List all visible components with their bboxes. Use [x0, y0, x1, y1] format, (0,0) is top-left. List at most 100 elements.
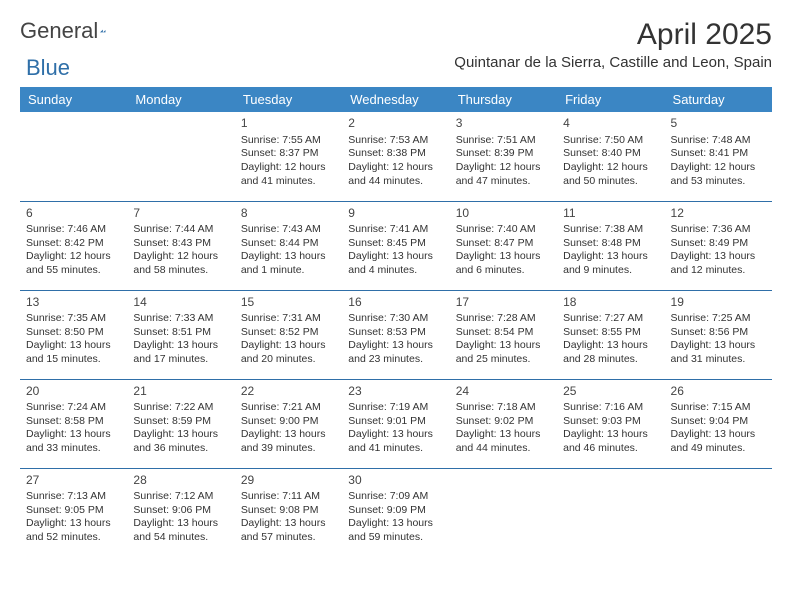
calendar-day-cell: 11Sunrise: 7:38 AMSunset: 8:48 PMDayligh…	[557, 201, 664, 290]
sunset-line: Sunset: 9:01 PM	[348, 415, 443, 429]
sunrise-line: Sunrise: 7:28 AM	[456, 312, 551, 326]
sunrise-line: Sunrise: 7:24 AM	[26, 401, 121, 415]
day-number: 8	[241, 206, 336, 222]
calendar-week-row: 27Sunrise: 7:13 AMSunset: 9:05 PM Dayligh…	[20, 468, 772, 557]
sunrise-line: Sunrise: 7:15 AM	[671, 401, 766, 415]
day-number: 30	[348, 473, 443, 489]
day-number: 19	[671, 295, 766, 311]
sunrise-line: Sunrise: 7:55 AM	[241, 134, 336, 148]
daylight-line: Daylight: 12 hours and 55 minutes.	[26, 250, 121, 277]
sunrise-line: Sunrise: 7:18 AM	[456, 401, 551, 415]
calendar-day-cell: 22Sunrise: 7:21 AMSunset: 9:00 PMDayligh…	[235, 379, 342, 468]
daylight-line: Daylight: 12 hours and 58 minutes.	[133, 250, 228, 277]
calendar-day-cell: 10Sunrise: 7:40 AMSunset: 8:47 PMDayligh…	[450, 201, 557, 290]
day-number: 1	[241, 116, 336, 132]
sunset-line: Sunset: 9:04 PM	[671, 415, 766, 429]
day-number: 20	[26, 384, 121, 400]
day-number: 28	[133, 473, 228, 489]
calendar-day-cell: 14Sunrise: 7:33 AMSunset: 8:51 PMDayligh…	[127, 290, 234, 379]
calendar-day-cell: 19Sunrise: 7:25 AMSunset: 8:56 PMDayligh…	[665, 290, 772, 379]
calendar-day-cell: 7Sunrise: 7:44 AMSunset: 8:43 PMDaylight…	[127, 201, 234, 290]
sunrise-line: Sunrise: 7:48 AM	[671, 134, 766, 148]
sunrise-line: Sunrise: 7:33 AM	[133, 312, 228, 326]
daylight-line: Daylight: 13 hours and 6 minutes.	[456, 250, 551, 277]
calendar-day-cell: 5Sunrise: 7:48 AMSunset: 8:41 PMDaylight…	[665, 112, 772, 201]
sunrise-line: Sunrise: 7:38 AM	[563, 223, 658, 237]
day-header: Saturday	[665, 87, 772, 112]
daylight-line: Daylight: 13 hours and 57 minutes.	[241, 517, 336, 544]
day-header: Thursday	[450, 87, 557, 112]
day-number: 16	[348, 295, 443, 311]
sunset-line: Sunset: 8:54 PM	[456, 326, 551, 340]
sunset-line: Sunset: 8:55 PM	[563, 326, 658, 340]
day-number: 9	[348, 206, 443, 222]
sunset-line: Sunset: 8:56 PM	[671, 326, 766, 340]
sunset-line: Sunset: 8:43 PM	[133, 237, 228, 251]
day-number: 12	[671, 206, 766, 222]
calendar-day-cell: 3Sunrise: 7:51 AMSunset: 8:39 PMDaylight…	[450, 112, 557, 201]
sunset-line: Sunset: 8:42 PM	[26, 237, 121, 251]
calendar-week-row: 13Sunrise: 7:35 AMSunset: 8:50 PMDayligh…	[20, 290, 772, 379]
sunset-line: Sunset: 8:53 PM	[348, 326, 443, 340]
daylight-line: Daylight: 12 hours and 50 minutes.	[563, 161, 658, 188]
calendar-empty-cell	[665, 468, 772, 557]
calendar-day-cell: 30Sunrise: 7:09 AMSunset: 9:09 PMDayligh…	[342, 468, 449, 557]
day-number: 27	[26, 473, 121, 489]
sunset-line: Sunset: 8:38 PM	[348, 147, 443, 161]
sunset-line: Sunset: 9:05 PM	[26, 504, 121, 518]
day-number: 23	[348, 384, 443, 400]
calendar-day-cell: 23Sunrise: 7:19 AMSunset: 9:01 PMDayligh…	[342, 379, 449, 468]
calendar-empty-cell	[450, 468, 557, 557]
calendar-day-cell: 27Sunrise: 7:13 AMSunset: 9:05 PMDayligh…	[20, 468, 127, 557]
daylight-line: Daylight: 13 hours and 54 minutes.	[133, 517, 228, 544]
calendar-day-cell: 13Sunrise: 7:35 AMSunset: 8:50 PMDayligh…	[20, 290, 127, 379]
calendar-empty-cell	[557, 468, 664, 557]
day-number: 24	[456, 384, 551, 400]
day-number: 18	[563, 295, 658, 311]
day-number: 11	[563, 206, 658, 222]
calendar-empty-cell	[127, 112, 234, 201]
calendar-header-row: SundayMondayTuesdayWednesdayThursdayFrid…	[20, 87, 772, 112]
day-number: 3	[456, 116, 551, 132]
calendar-week-row: 20Sunrise: 7:24 AMSunset: 8:58 PM Dayligh…	[20, 379, 772, 468]
sunrise-line: Sunrise: 7:12 AM	[133, 490, 228, 504]
daylight-line: Daylight: 13 hours and 41 minutes.	[348, 428, 443, 455]
sunset-line: Sunset: 8:40 PM	[563, 147, 658, 161]
daylight-line: Daylight: 13 hours and 23 minutes.	[348, 339, 443, 366]
sunset-line: Sunset: 8:52 PM	[241, 326, 336, 340]
location-subtitle: Quintanar de la Sierra, Castille and Leo…	[454, 54, 772, 71]
calendar-empty-cell	[20, 112, 127, 201]
sunrise-line: Sunrise: 7:27 AM	[563, 312, 658, 326]
sunset-line: Sunset: 9:02 PM	[456, 415, 551, 429]
day-number: 17	[456, 295, 551, 311]
calendar-week-row: 1 Sunrise: 7:55 AMSunset: 8:37 PM Daylight…	[20, 112, 772, 201]
daylight-line: Daylight: 12 hours and 44 minutes.	[348, 161, 443, 188]
calendar-day-cell: 18Sunrise: 7:27 AMSunset: 8:55 PMDayligh…	[557, 290, 664, 379]
brand-logo: General	[20, 18, 130, 44]
calendar-day-cell: 26Sunrise: 7:15 AMSunset: 9:04 PMDayligh…	[665, 379, 772, 468]
brand-text-1: General	[20, 18, 98, 44]
sunrise-line: Sunrise: 7:44 AM	[133, 223, 228, 237]
daylight-line: Daylight: 13 hours and 44 minutes.	[456, 428, 551, 455]
calendar-table: SundayMondayTuesdayWednesdayThursdayFrid…	[20, 87, 772, 557]
sunset-line: Sunset: 8:37 PM	[241, 147, 336, 161]
sunset-line: Sunset: 8:41 PM	[671, 147, 766, 161]
day-header: Wednesday	[342, 87, 449, 112]
sunrise-line: Sunrise: 7:36 AM	[671, 223, 766, 237]
daylight-line: Daylight: 13 hours and 12 minutes.	[671, 250, 766, 277]
sunset-line: Sunset: 8:47 PM	[456, 237, 551, 251]
calendar-day-cell: 25Sunrise: 7:16 AMSunset: 9:03 PMDayligh…	[557, 379, 664, 468]
sunrise-line: Sunrise: 7:51 AM	[456, 134, 551, 148]
daylight-line: Daylight: 13 hours and 20 minutes.	[241, 339, 336, 366]
sunrise-line: Sunrise: 7:13 AM	[26, 490, 121, 504]
day-header: Tuesday	[235, 87, 342, 112]
calendar-day-cell: 9Sunrise: 7:41 AMSunset: 8:45 PMDaylight…	[342, 201, 449, 290]
sunset-line: Sunset: 8:51 PM	[133, 326, 228, 340]
sunset-line: Sunset: 8:58 PM	[26, 415, 121, 429]
sunrise-line: Sunrise: 7:21 AM	[241, 401, 336, 415]
day-header: Friday	[557, 87, 664, 112]
sunset-line: Sunset: 9:03 PM	[563, 415, 658, 429]
calendar-day-cell: 2Sunrise: 7:53 AMSunset: 8:38 PMDaylight…	[342, 112, 449, 201]
calendar-day-cell: 17Sunrise: 7:28 AMSunset: 8:54 PMDayligh…	[450, 290, 557, 379]
calendar-body: 1 Sunrise: 7:55 AMSunset: 8:37 PM Daylight…	[20, 112, 772, 557]
